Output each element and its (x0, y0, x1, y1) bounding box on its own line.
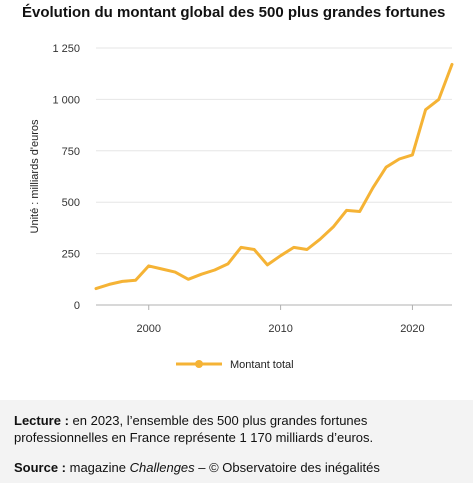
series-line-montant-total (94, 62, 454, 291)
lecture-label: Lecture : (14, 413, 69, 428)
x-tick-label: 2010 (268, 323, 292, 335)
line-chart: 0 250 500 750 1 000 1 250 2000 2010 2020 Unité … (29, 43, 454, 371)
x-tick-label: 2000 (136, 323, 160, 335)
y-axis-ticks: 0 250 500 750 1 000 1 250 (52, 43, 80, 312)
y-tick-label: 1 000 (52, 94, 80, 106)
y-tick-label: 250 (62, 249, 80, 261)
y-axis-label: Unité : milliards d'euros (29, 119, 41, 233)
source-magazine: Challenges (129, 460, 195, 475)
legend: Montant total (176, 359, 294, 371)
y-tick-label: 1 250 (52, 43, 80, 55)
y-tick-label: 0 (74, 300, 80, 312)
legend-series-marker (195, 360, 203, 368)
source-text-post: – © Observatoire des inégalités (194, 460, 380, 475)
lecture-text-2: professionnelles en France représente 1 … (14, 430, 374, 445)
grid-lines (96, 47, 452, 306)
lecture-note-continued: professionnelles en France représente 1 … (14, 429, 373, 446)
lecture-text-1: en 2023, l’ensemble des 500 plus grandes… (68, 413, 368, 428)
legend-series-label: Montant total (230, 359, 294, 371)
source-text-pre: magazine (66, 460, 130, 475)
x-tick-label: 2020 (400, 323, 424, 335)
series-lines (94, 62, 454, 291)
source-note: Source : magazine Challenges – © Observa… (14, 459, 380, 476)
lecture-note: Lecture : en 2023, l’ensemble des 500 pl… (14, 412, 367, 429)
source-label: Source : (14, 460, 67, 475)
y-tick-label: 500 (62, 197, 80, 209)
notes-panel: Lecture : en 2023, l’ensemble des 500 pl… (0, 400, 473, 483)
y-tick-label: 750 (62, 146, 80, 158)
chart-title: Évolution du montant global des 500 plus… (22, 4, 446, 21)
x-axis-ticks: 2000 2010 2020 (136, 305, 425, 335)
